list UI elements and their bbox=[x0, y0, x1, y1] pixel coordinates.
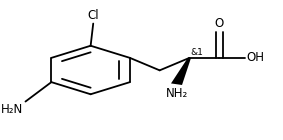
Text: O: O bbox=[215, 17, 224, 30]
Text: Cl: Cl bbox=[87, 9, 99, 22]
Text: H₂N: H₂N bbox=[1, 103, 23, 116]
Text: &1: &1 bbox=[191, 48, 204, 57]
Polygon shape bbox=[171, 58, 191, 85]
Text: NH₂: NH₂ bbox=[165, 87, 188, 100]
Text: OH: OH bbox=[246, 51, 264, 64]
